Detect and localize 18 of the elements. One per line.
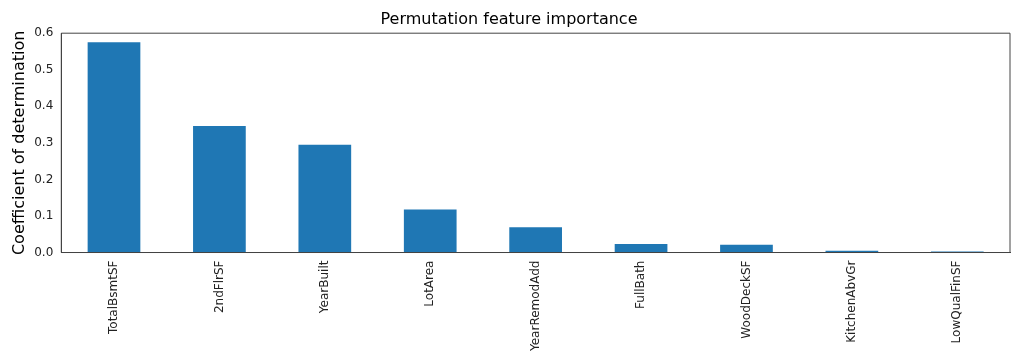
y-tick-label: 0.3 <box>34 134 54 149</box>
x-tick-label: KitchenAbvGr <box>844 260 859 343</box>
y-tick-label: 0.2 <box>34 171 54 186</box>
x-tick-label: FullBath <box>633 260 648 309</box>
x-tick-label: LotArea <box>422 260 437 307</box>
y-tick-label: 0.0 <box>34 244 54 259</box>
chart-title: Permutation feature importance <box>380 8 638 28</box>
x-tick-label: LowQualFinSF <box>949 260 964 344</box>
x-tick-label: YearBuilt <box>316 260 331 315</box>
y-axis-title: Coefficient of determination <box>8 30 28 256</box>
x-tick-label: YearRemodAdd <box>527 260 542 352</box>
x-tick-label: TotalBsmtSF <box>106 260 121 335</box>
x-tick-label: 2ndFlrSF <box>211 260 226 314</box>
y-tick-label: 0.6 <box>34 25 54 40</box>
y-tick-label: 0.1 <box>34 208 54 223</box>
y-tick-label: 0.4 <box>34 98 54 113</box>
y-tick-label: 0.5 <box>34 61 54 76</box>
x-tick-label: WoodDeckSF <box>738 260 753 339</box>
